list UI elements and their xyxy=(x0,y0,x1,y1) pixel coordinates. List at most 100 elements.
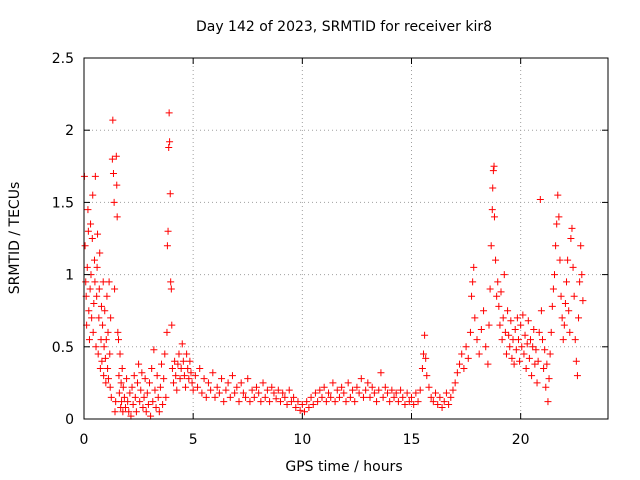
data-point xyxy=(124,398,132,406)
data-point xyxy=(114,328,122,336)
data-point xyxy=(94,230,102,238)
data-point xyxy=(168,364,176,372)
data-point xyxy=(383,389,391,397)
data-point xyxy=(566,328,574,336)
data-point xyxy=(311,389,319,397)
data-point xyxy=(168,321,176,329)
data-point xyxy=(575,314,583,322)
data-point xyxy=(524,317,532,325)
data-point xyxy=(196,364,204,372)
data-point xyxy=(327,393,335,401)
data-point xyxy=(528,372,536,380)
data-point xyxy=(248,386,256,394)
data-point xyxy=(436,393,444,401)
data-point xyxy=(189,386,197,394)
data-point xyxy=(202,393,210,401)
data-point xyxy=(504,307,512,315)
data-point xyxy=(480,307,488,315)
data-point xyxy=(294,398,302,406)
data-point xyxy=(486,285,494,293)
data-point xyxy=(155,408,163,416)
data-point xyxy=(547,328,555,336)
data-point xyxy=(99,278,107,286)
data-point xyxy=(112,152,120,160)
data-point xyxy=(237,379,245,387)
data-point xyxy=(125,408,133,416)
data-point xyxy=(322,398,330,406)
data-point xyxy=(496,321,504,329)
data-point xyxy=(138,369,146,377)
data-point xyxy=(355,389,363,397)
data-point xyxy=(442,389,450,397)
data-point xyxy=(489,167,497,175)
data-point xyxy=(102,336,110,344)
data-point xyxy=(239,389,247,397)
data-point xyxy=(510,360,518,368)
data-point xyxy=(100,343,108,351)
data-point xyxy=(90,256,98,264)
data-point xyxy=(194,383,202,391)
data-point xyxy=(187,369,195,377)
data-point xyxy=(364,379,372,387)
x-tick-labels: 0 5 10 15 20 xyxy=(80,432,530,448)
data-point xyxy=(344,379,352,387)
data-point xyxy=(107,393,115,401)
data-point xyxy=(490,213,498,221)
data-point xyxy=(502,350,510,358)
data-point xyxy=(577,242,585,250)
data-point xyxy=(309,401,317,409)
data-point xyxy=(296,406,304,414)
data-point xyxy=(96,364,104,372)
data-point xyxy=(522,364,530,372)
data-point xyxy=(88,314,96,322)
data-point xyxy=(375,386,383,394)
data-point xyxy=(163,242,171,250)
x-tick-label: 5 xyxy=(189,432,198,448)
data-point xyxy=(98,357,106,365)
data-point xyxy=(357,375,365,383)
data-point xyxy=(152,403,160,411)
data-point xyxy=(381,383,389,391)
data-point xyxy=(90,299,98,307)
data-point xyxy=(379,393,387,401)
data-point xyxy=(418,364,426,372)
data-point xyxy=(320,383,328,391)
data-point xyxy=(516,357,524,365)
y-tick-label: 1.5 xyxy=(52,195,74,211)
data-point xyxy=(118,364,126,372)
data-point xyxy=(166,190,174,198)
data-point xyxy=(130,372,138,380)
y-axis-title: SRMTID / TECUs xyxy=(7,182,23,295)
data-point xyxy=(427,393,435,401)
data-point xyxy=(508,354,516,362)
chart-title: Day 142 of 2023, SRMTID for receiver kir… xyxy=(196,19,492,35)
data-point xyxy=(81,242,89,250)
x-tick-label: 20 xyxy=(512,432,530,448)
data-point xyxy=(170,379,178,387)
data-point xyxy=(154,393,162,401)
data-point xyxy=(95,285,103,293)
data-point xyxy=(103,292,111,300)
data-point xyxy=(498,336,506,344)
data-point xyxy=(87,220,95,228)
data-point xyxy=(106,350,114,358)
data-point xyxy=(198,389,206,397)
data-point xyxy=(94,350,102,358)
data-point xyxy=(462,343,470,351)
data-point xyxy=(235,398,243,406)
data-point xyxy=(351,398,359,406)
data-point xyxy=(536,196,544,204)
data-point xyxy=(200,375,208,383)
data-point xyxy=(91,172,99,180)
data-point xyxy=(568,224,576,232)
data-point xyxy=(307,393,315,401)
data-point xyxy=(104,364,112,372)
data-point xyxy=(429,398,437,406)
data-point xyxy=(150,346,158,354)
data-point xyxy=(530,325,538,333)
data-point xyxy=(133,379,141,387)
data-point xyxy=(285,386,293,394)
data-point xyxy=(440,398,448,406)
data-point xyxy=(165,144,173,152)
